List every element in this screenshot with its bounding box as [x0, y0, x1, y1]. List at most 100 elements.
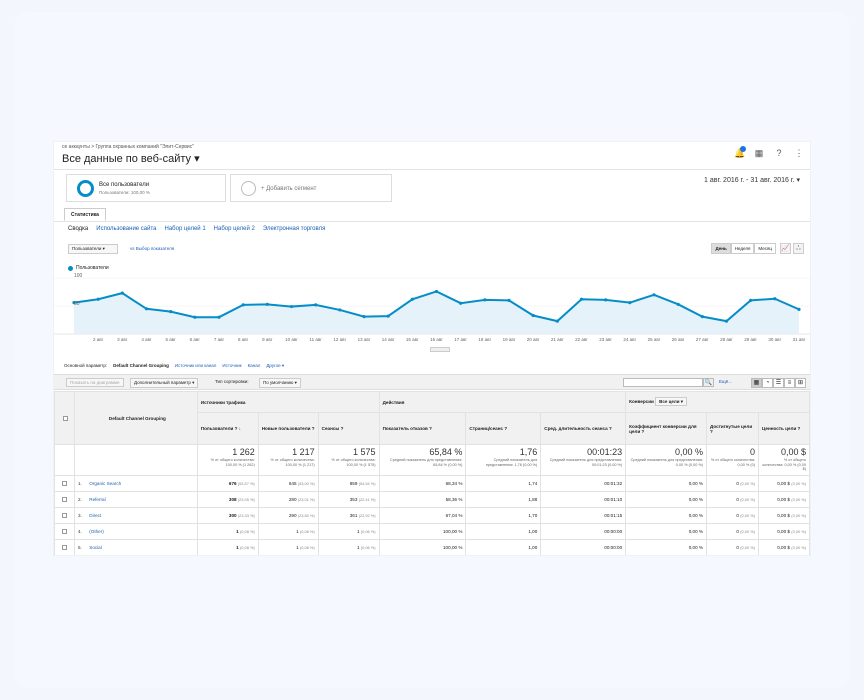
breadcrumb[interactable]: се аккаунты > Группа охранных компаний "…	[62, 144, 194, 150]
chart-legend: Пользователи	[68, 265, 109, 271]
dimension-source[interactable]: Источник	[222, 363, 242, 368]
dimension-medium[interactable]: Канал	[247, 363, 261, 368]
sort-type-select[interactable]: По умолчанию ▾	[259, 378, 301, 388]
channel-link[interactable]: Organic Search	[89, 481, 122, 486]
row-checkbox[interactable]	[61, 545, 67, 551]
select-all-checkbox[interactable]	[63, 415, 69, 421]
column-header[interactable]: Пользователи ? ↓	[196, 412, 259, 445]
channel-table: Default Channel Grouping Источники трафи…	[54, 391, 810, 555]
view-title[interactable]: Все данные по веб-сайту ▾	[62, 153, 200, 165]
subtab-goal-set-1[interactable]: Набор целей 1	[164, 226, 206, 232]
x-tick-label: 3 авг	[117, 337, 128, 342]
line-chart-icon[interactable]: 📈	[780, 243, 791, 254]
metric-cell: 0,00 %	[625, 507, 708, 524]
date-range-picker[interactable]: 1 авг. 2016 г. - 31 авг. 2016 г. ▾	[704, 177, 800, 184]
column-header[interactable]: Ценность цели ?	[757, 412, 810, 445]
dimension-header[interactable]: Default Channel Grouping	[73, 391, 198, 445]
segment-all-users[interactable]: Все пользователи Пользователи: 100,00 %	[66, 174, 226, 202]
metric-percent: (0,00 %)	[740, 529, 755, 534]
help-icon[interactable]: ?	[776, 148, 782, 158]
total-cell: 1 262% от общего количества: 100,00 % (1…	[196, 444, 259, 476]
bell-icon[interactable]: 🔔	[734, 146, 746, 158]
tab-statistics[interactable]: Статистика	[64, 208, 106, 221]
metric-value: 361	[349, 513, 358, 518]
column-header[interactable]: Достигнутые цели ?	[706, 412, 759, 445]
select-all-cell	[54, 391, 75, 445]
dimension-source-medium[interactable]: Источник или канал	[174, 363, 217, 368]
metric-cell: 0,00 %	[625, 475, 708, 492]
pie-view-icon[interactable]: ◔	[762, 378, 773, 388]
channel-link[interactable]: Direct	[89, 513, 102, 518]
subtab-goal-set-2[interactable]: Набор целей 2	[213, 226, 255, 232]
metric-value: 0	[736, 497, 739, 502]
metric-percent: (23,01 %)	[297, 497, 315, 502]
metric-cell: 00:01:10	[540, 491, 627, 508]
subtab-site-usage[interactable]: Использование сайта	[96, 226, 157, 232]
column-header[interactable]: Показатель отказов ?	[378, 412, 467, 445]
metric-percent: (0,06 %)	[360, 529, 376, 534]
compare-metric-link[interactable]: vs Выбор показателя	[130, 246, 175, 251]
dimension-other[interactable]: Другое ▾	[266, 363, 285, 368]
table-search-input[interactable]	[623, 378, 703, 387]
period-week[interactable]: Неделя	[730, 243, 755, 254]
users-line-chart: 100 50 2 авг 3 авг 4 авг 5 авг 6 авг 7 авг 8 авг…	[54, 273, 810, 342]
column-header[interactable]: Страниц/сеанс ?	[465, 412, 542, 445]
notification-badge	[740, 146, 746, 152]
x-tick-label: 19 авг	[503, 337, 516, 342]
metric-value: 1	[296, 545, 299, 550]
compare-metric-label: Выбор показателя	[135, 246, 175, 251]
row-select-cell	[54, 491, 75, 508]
plot-rows-button[interactable]: Показать на диаграмме	[66, 378, 124, 387]
table-toolbar: Показать на диаграмме Дополнительный пар…	[54, 374, 810, 390]
total-value: 0,00 %	[675, 447, 704, 457]
column-header[interactable]: Сеансы ?	[317, 412, 380, 445]
comparison-view-icon[interactable]: ≡	[784, 378, 795, 388]
data-point	[169, 310, 173, 314]
add-segment-button[interactable]: + Добавить сегмент	[230, 174, 392, 202]
dimension-active[interactable]: Default Channel Grouping	[113, 363, 169, 368]
row-select-cell	[54, 475, 75, 492]
total-value: 0	[749, 447, 755, 457]
data-point	[676, 302, 680, 306]
table-view-icon[interactable]: ▦	[751, 378, 762, 388]
period-month[interactable]: Месяц	[754, 243, 776, 254]
column-header[interactable]: Новые пользователи ?	[257, 412, 319, 445]
data-point	[749, 298, 753, 302]
group-conversions: Конверсии Все цели ▾	[625, 391, 810, 413]
subtab-ecommerce[interactable]: Электронная торговля	[262, 226, 326, 232]
channel-link[interactable]: (Other)	[89, 529, 104, 534]
metric-cell: 1,88	[465, 491, 542, 508]
row-checkbox[interactable]	[61, 481, 67, 487]
metric-value: 676	[228, 481, 237, 486]
row-checkbox[interactable]	[61, 497, 67, 503]
metric-percent: (0,00 %)	[791, 497, 806, 502]
total-note: Средний показатель для представления: 65…	[390, 458, 463, 467]
goal-select[interactable]: Все цели ▾	[655, 397, 688, 406]
motion-chart-icon[interactable]: ∴	[793, 243, 804, 254]
period-day[interactable]: День	[711, 243, 731, 254]
apps-grid-icon[interactable]: ▦	[754, 148, 764, 158]
performance-view-icon[interactable]: ☰	[773, 378, 784, 388]
channel-link[interactable]: Social	[89, 545, 102, 550]
sort-type-label: Тип сортировки:	[215, 379, 249, 384]
row-checkbox[interactable]	[61, 513, 67, 519]
advanced-filter-link[interactable]: Ещё...	[719, 379, 732, 384]
metric-cell: 1 (0,08 %)	[196, 539, 259, 555]
metric-percent: (0,00 %)	[740, 497, 755, 502]
x-tick-label: 2 авг	[93, 337, 104, 342]
row-select-cell	[54, 523, 75, 540]
column-header[interactable]: Коэффициент конверсии для цели ?	[625, 412, 708, 445]
column-header[interactable]: Сред. длительность сеанса ?	[540, 412, 627, 445]
metric-select[interactable]: Пользователи ▾	[68, 244, 118, 254]
search-icon[interactable]: 🔍	[703, 378, 714, 387]
chart-resize-handle[interactable]	[430, 347, 450, 352]
data-point	[120, 291, 124, 295]
channel-cell: 5. Social	[73, 539, 198, 555]
metric-percent: (0,08 %)	[299, 529, 315, 534]
row-checkbox[interactable]	[61, 529, 67, 535]
secondary-dimension-select[interactable]: Дополнительный параметр ▾	[130, 378, 199, 388]
pivot-view-icon[interactable]: ⊞	[795, 378, 806, 388]
subtab-summary[interactable]: Сводка	[68, 226, 89, 232]
more-vert-icon[interactable]: ⋮	[794, 148, 804, 158]
channel-link[interactable]: Referral	[89, 497, 106, 502]
